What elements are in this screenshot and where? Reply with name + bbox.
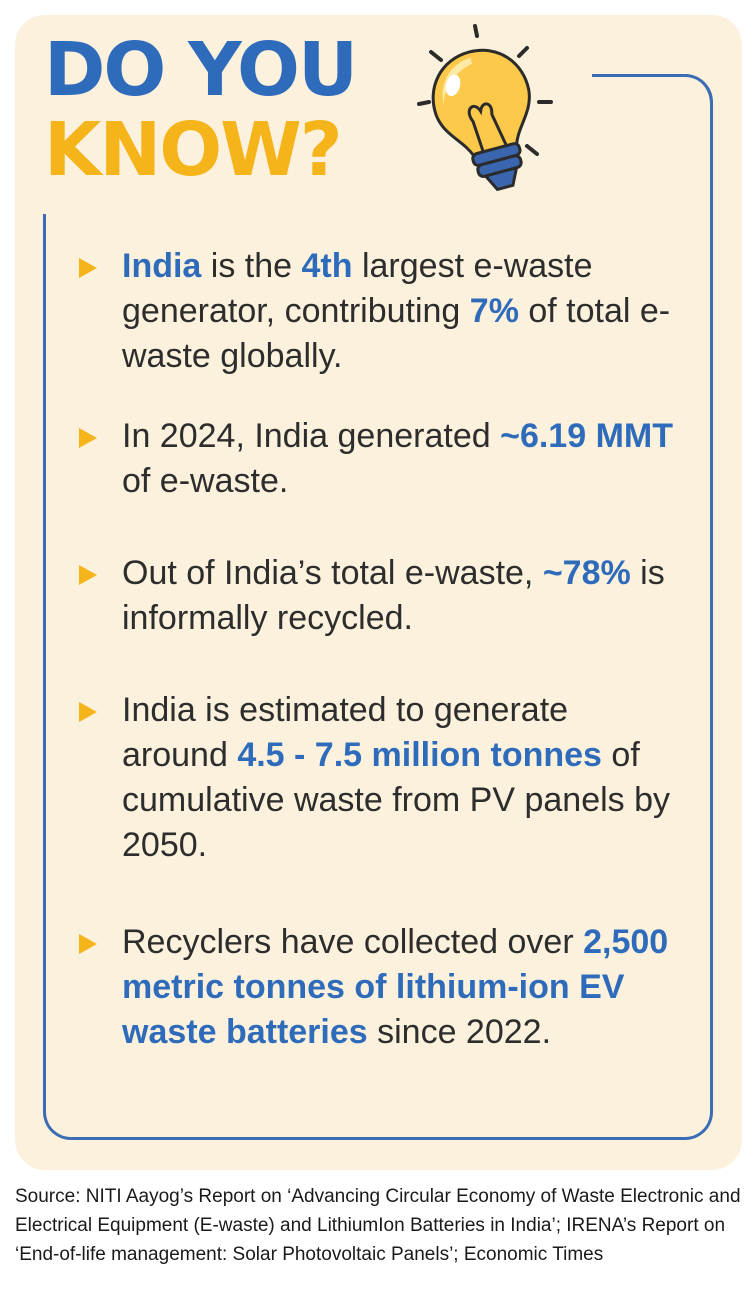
list-item: In 2024, India generated ~6.19 MMT of e-… [76, 414, 676, 504]
fact-text: is informally recycled. [122, 554, 665, 637]
fact-text: of e-waste. [122, 462, 289, 500]
frame-top-segment [592, 74, 688, 77]
fact-text: largest e-waste generator, contributing [122, 247, 593, 330]
triangle-bullet-icon [79, 428, 97, 448]
info-card [15, 15, 742, 1170]
fact-highlight: 4th [301, 247, 353, 285]
frame-gap [40, 70, 592, 80]
fact-highlight: ~6.19 MMT [500, 417, 673, 455]
frame-top-corner [660, 74, 713, 114]
frame-gap-left [40, 76, 50, 214]
triangle-bullet-icon [79, 702, 97, 722]
fact-highlight: ~78% [542, 554, 631, 592]
fact-text: Out of India’s total e-waste, [122, 554, 543, 592]
card-frame [43, 76, 713, 1140]
fact-highlight: 4.5 - 7.5 million tonnes [237, 736, 602, 774]
source-citation: Source: NITI Aayog’s Report on ‘Advancin… [15, 1186, 741, 1265]
title-line-2: KNOW? [44, 107, 343, 193]
triangle-bullet-icon [79, 565, 97, 585]
fact-text: Recyclers have collected over [122, 923, 584, 961]
list-item: India is estimated to generate around 4.… [76, 688, 676, 868]
title-line-1: DO YOU [44, 27, 358, 113]
fact-text: of total e-waste globally. [122, 292, 671, 375]
fact-text: of cumulative waste from PV panels by 20… [122, 736, 671, 864]
list-item: India is the 4th largest e-waste generat… [76, 244, 676, 379]
triangle-bullet-icon [79, 934, 97, 954]
page-title: DO YOU KNOW? [44, 27, 358, 193]
lightbulb-icon [417, 24, 553, 192]
fact-highlight: India [122, 247, 202, 285]
fact-text: since 2022. [367, 1013, 552, 1051]
list-item: Out of India’s total e-waste, ~78% is in… [76, 551, 676, 641]
list-item: Recyclers have collected over 2,500 metr… [76, 920, 676, 1055]
fact-text: India is estimated to generate around [122, 691, 569, 774]
fact-highlight: 7% [469, 292, 519, 330]
fact-text: In 2024, India generated [122, 417, 501, 455]
fact-highlight: 2,500 metric tonnes of lithium-ion EV wa… [122, 923, 669, 1051]
triangle-bullet-icon [79, 258, 97, 278]
fact-text: is the [201, 247, 302, 285]
